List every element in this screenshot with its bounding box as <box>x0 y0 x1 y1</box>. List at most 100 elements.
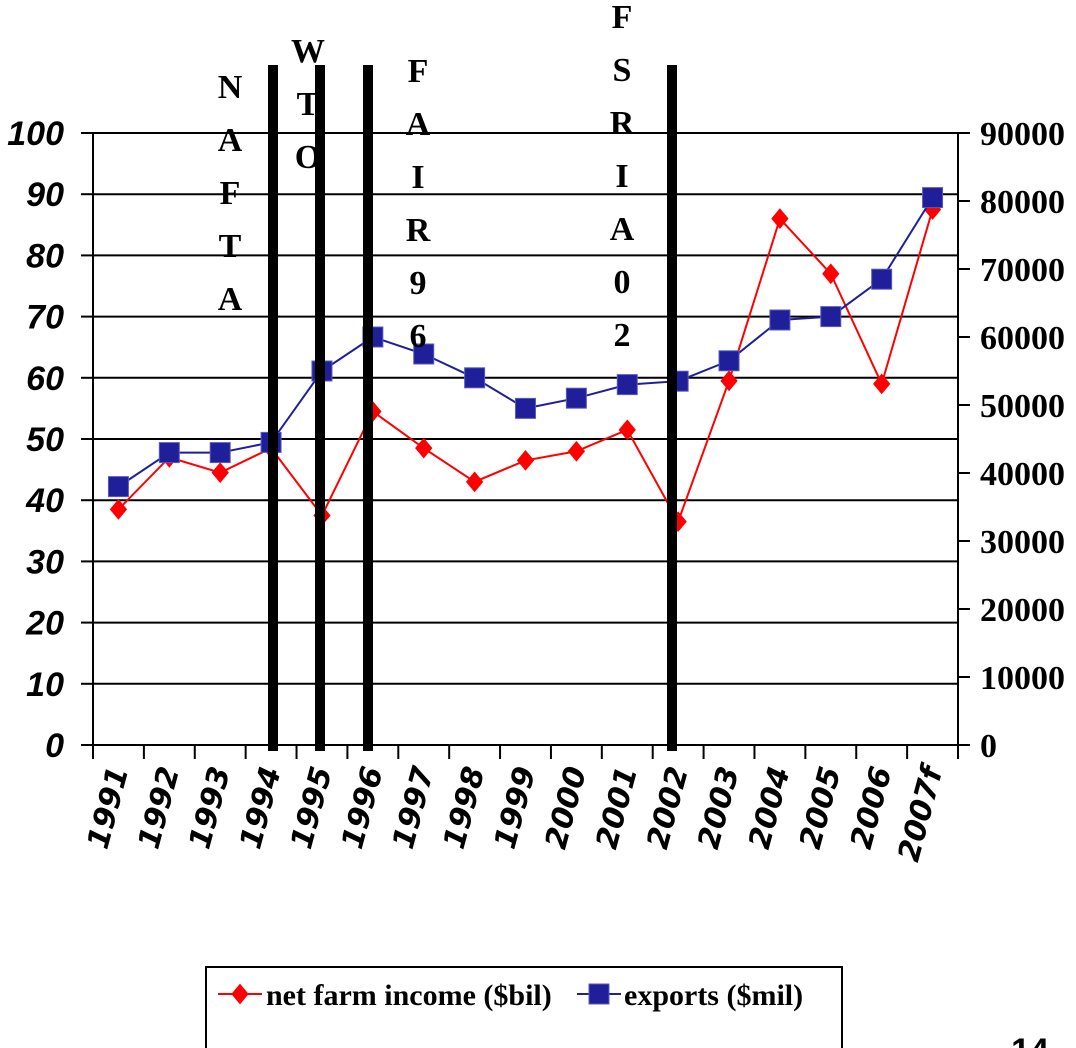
right-tick-label: 10000 <box>980 660 1065 697</box>
data-point <box>158 442 180 464</box>
x-tick-label: 2001 <box>590 763 645 853</box>
event-label-letter: S <box>613 52 632 89</box>
event-label-letter: A <box>610 211 635 248</box>
event-label-letter: A <box>218 281 243 318</box>
data-point <box>567 440 586 462</box>
event-label-letter: 6 <box>410 318 427 355</box>
event-label-letter: A <box>406 106 431 143</box>
left-tick-label: 20 <box>25 605 64 643</box>
x-tick-label: 1998 <box>437 763 492 853</box>
data-point <box>107 476 129 498</box>
x-tick-label: 1993 <box>183 763 238 853</box>
data-point <box>822 263 840 285</box>
data-point <box>231 983 249 1005</box>
right-tick-label: 20000 <box>980 592 1065 629</box>
event-label-letter: I <box>411 159 424 196</box>
x-tick-label: 1992 <box>132 763 187 853</box>
data-point <box>515 397 536 419</box>
x-tick-label: 2002 <box>640 763 695 853</box>
data-point <box>771 208 789 230</box>
data-point <box>516 450 535 471</box>
right-tick-label: 40000 <box>980 456 1065 493</box>
x-tick-label: 2006 <box>844 763 899 853</box>
left-tick-label: 10 <box>26 666 64 704</box>
event-bar <box>315 65 325 751</box>
right-tick-label: 90000 <box>980 116 1065 153</box>
legend-label: exports ($mil) <box>624 979 803 1012</box>
right-tick-label: 60000 <box>980 320 1065 357</box>
data-point <box>922 187 944 209</box>
x-tick-label: 1997 <box>386 763 441 853</box>
data-point <box>769 309 791 331</box>
x-tick-label: 1996 <box>335 763 390 853</box>
data-point <box>588 983 610 1005</box>
x-tick-label: 1995 <box>284 763 339 853</box>
left-tick-label: 80 <box>26 237 64 275</box>
event-label-letter: A <box>218 122 243 159</box>
event-label-letter: F <box>408 53 429 90</box>
right-tick-label: 0 <box>980 728 997 765</box>
event-label-letter: 0 <box>614 264 631 301</box>
left-tick-label: 60 <box>26 360 64 398</box>
x-tick-label: 1994 <box>233 763 288 853</box>
data-point <box>565 387 587 409</box>
data-point <box>820 306 842 328</box>
right-tick-label: 80000 <box>980 184 1065 221</box>
legend-label: net farm income ($bil) <box>266 979 552 1012</box>
right-tick-label: 30000 <box>980 524 1065 561</box>
event-label-letter: N <box>218 69 243 106</box>
event-label-letter: W <box>291 33 325 70</box>
left-tick-label: 30 <box>26 543 64 581</box>
event-bar <box>268 65 278 751</box>
event-label-letter: O <box>295 139 321 176</box>
data-point <box>413 343 435 365</box>
x-tick-label: 2007f <box>891 759 951 865</box>
x-tick-label: 1999 <box>488 763 543 853</box>
event-bar <box>363 65 373 751</box>
axes <box>92 133 959 759</box>
event-label-letter: I <box>615 158 628 195</box>
event-label-letter: F <box>220 175 241 212</box>
event-label-letter: R <box>610 105 635 142</box>
event-label-letter: F <box>612 0 633 36</box>
x-tick-label: 1991 <box>81 763 136 853</box>
left-tick-label: 100 <box>7 115 64 153</box>
gridlines <box>93 132 958 685</box>
event-label-letter: T <box>297 86 320 123</box>
data-point <box>720 370 738 392</box>
event-bar <box>667 65 677 751</box>
x-tick-label: 2003 <box>691 763 746 853</box>
data-point <box>209 442 231 464</box>
data-point <box>618 419 636 441</box>
right-tick-label: 50000 <box>980 388 1065 425</box>
left-y-axis-ticks: 0 10 20 30 40 50 60 70 80 90 100 <box>7 115 93 765</box>
x-tick-label: 2005 <box>793 763 848 853</box>
left-tick-label: 50 <box>26 421 64 459</box>
data-point <box>465 471 484 493</box>
x-tick-label: 2000 <box>539 763 594 853</box>
data-point <box>871 268 893 290</box>
left-tick-label: 90 <box>26 176 64 214</box>
data-point <box>873 373 891 395</box>
event-label-letter: 2 <box>614 317 631 354</box>
left-tick-label: 0 <box>45 727 64 765</box>
event-label-letter: R <box>406 212 431 249</box>
data-point <box>718 350 740 372</box>
x-axis-tick-labels: 1991199219931994199519961997199819992000… <box>81 759 952 865</box>
data-point <box>616 374 638 396</box>
left-tick-label: 70 <box>26 299 64 337</box>
event-label-letter: 9 <box>410 265 427 302</box>
right-y-axis-ticks: 0 10000 20000 30000 40000 50000 60000 70000 8000… <box>958 116 1065 765</box>
data-point <box>464 367 486 389</box>
event-label-letter: T <box>219 228 242 265</box>
data-point <box>415 437 433 459</box>
corner-page-number: 14 <box>1011 1032 1049 1048</box>
data-point <box>211 462 229 484</box>
x-tick-label: 2004 <box>742 763 797 853</box>
right-tick-label: 70000 <box>980 252 1065 289</box>
left-tick-label: 40 <box>25 482 64 520</box>
legend-box <box>205 966 843 1048</box>
data-point <box>109 498 128 520</box>
